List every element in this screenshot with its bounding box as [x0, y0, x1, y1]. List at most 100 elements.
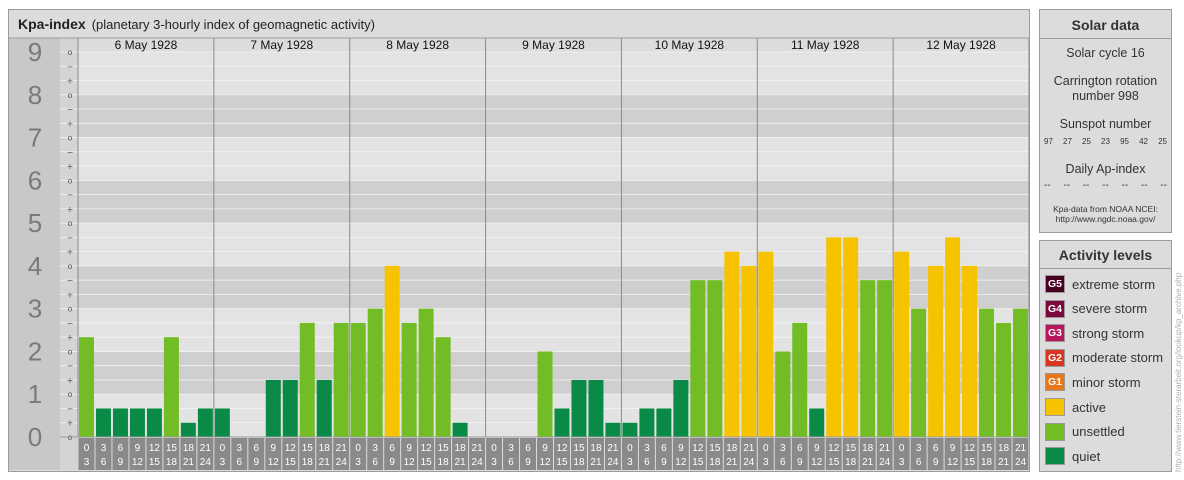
interval-end-label: 24 [1015, 457, 1027, 468]
interval-end-label: 24 [607, 457, 619, 468]
kp-bar [197, 408, 213, 437]
y-tick-label: 9 [28, 37, 42, 67]
kp-bar [979, 308, 995, 437]
kp-bar [945, 237, 961, 437]
kp-bar [962, 265, 978, 437]
legend-swatch: G1 [1045, 373, 1065, 392]
interval-start-label: 21 [336, 443, 348, 454]
credit-text: http://www.tierstein-sterarbeit.org/look… [1174, 272, 1183, 472]
interval-start-label: 0 [355, 443, 361, 454]
y-minor-mark: − [67, 148, 74, 157]
carrington-line1: Carrington rotation [1053, 74, 1158, 88]
interval-end-label: 24 [743, 457, 755, 468]
interval-start-label: 21 [607, 443, 619, 454]
interval-cell [248, 438, 265, 470]
kp-bar [792, 322, 808, 437]
y-tick-label: 1 [28, 379, 42, 409]
interval-start-label: 15 [981, 443, 993, 454]
y-tick-label: 5 [28, 208, 42, 238]
interval-end-label: 24 [200, 457, 212, 468]
interval-end-label: 18 [845, 457, 857, 468]
legend-swatch: G5 [1045, 275, 1065, 293]
kp-bar [843, 237, 859, 437]
legend-swatch: G3 [1045, 324, 1065, 343]
kp-bar [418, 308, 434, 437]
interval-start-label: 15 [166, 443, 178, 454]
legend-item: quiet [1045, 447, 1100, 466]
interval-start-label: 6 [525, 443, 531, 454]
kp-bar [741, 265, 757, 437]
kp-bar [129, 408, 145, 437]
sunspot-value: 23 [1101, 137, 1110, 146]
legend-label: moderate storm [1072, 350, 1164, 366]
kp-bar [452, 422, 468, 437]
y-minor-mark: o [68, 134, 73, 143]
y-minor-mark: o [68, 48, 73, 57]
interval-end-label: 6 [237, 457, 243, 468]
y-minor-mark: + [67, 162, 74, 171]
interval-end-label: 12 [539, 457, 551, 468]
day-label: 8 May 1928 [386, 38, 449, 52]
interval-end-label: 9 [797, 457, 803, 468]
interval-cell [638, 438, 655, 470]
interval-end-label: 3 [763, 457, 769, 468]
y-tick-label: 0 [28, 422, 42, 452]
y-band [9, 265, 1029, 309]
y-minor-mark: − [67, 362, 74, 371]
interval-start-label: 15 [845, 443, 857, 454]
interval-start-label: 6 [118, 443, 124, 454]
interval-cell [350, 438, 367, 470]
interval-start-label: 9 [271, 443, 277, 454]
interval-start-label: 15 [438, 443, 450, 454]
interval-end-label: 15 [828, 457, 840, 468]
interval-end-label: 12 [404, 457, 416, 468]
interval-cell [655, 438, 672, 470]
y-minor-mark: − [67, 105, 74, 114]
interval-cell [604, 438, 621, 470]
interval-cell [265, 438, 282, 470]
interval-cell [197, 438, 214, 470]
day-label: 6 May 1928 [115, 38, 178, 52]
legend-label: severe storm [1072, 301, 1148, 317]
interval-end-label: 21 [862, 457, 874, 468]
interval-start-label: 3 [237, 443, 243, 454]
interval-cell [791, 438, 808, 470]
interval-end-label: 18 [709, 457, 721, 468]
interval-start-label: 15 [709, 443, 721, 454]
sunspot-title: Sunspot number [1059, 117, 1152, 131]
interval-end-label: 15 [692, 457, 704, 468]
interval-end-label: 18 [166, 457, 178, 468]
ap-value: -- [1121, 180, 1129, 191]
ap-value: -- [1044, 180, 1051, 191]
interval-end-label: 9 [254, 457, 260, 468]
kp-bar [265, 379, 281, 437]
interval-end-label: 21 [183, 457, 195, 468]
kp-bar [690, 280, 706, 437]
interval-start-label: 3 [372, 443, 378, 454]
interval-start-label: 6 [389, 443, 395, 454]
kp-bar [350, 322, 366, 437]
y-minor-mark: o [68, 91, 73, 100]
sunspot-value: 42 [1139, 137, 1148, 146]
kp-bar [384, 265, 400, 437]
legend-item: G4 severe storm [1045, 299, 1148, 318]
interval-cell [486, 438, 503, 470]
interval-end-label: 9 [525, 457, 531, 468]
kp-bar [928, 265, 944, 437]
y-minor-mark: + [67, 419, 74, 428]
interval-end-label: 3 [627, 457, 633, 468]
legend-swatch: G2 [1045, 348, 1065, 367]
interval-cell [282, 438, 299, 470]
carrington-line2: number 998 [1072, 89, 1139, 103]
legend-label: unsettled [1072, 424, 1125, 440]
interval-start-label: 3 [644, 443, 650, 454]
y-axis-band [9, 38, 60, 470]
kp-bar [1013, 308, 1028, 437]
interval-cell [961, 438, 978, 470]
kp-bar [112, 408, 128, 437]
interval-end-label: 3 [220, 457, 226, 468]
kp-bar [911, 308, 927, 437]
kp-bar [316, 379, 332, 437]
interval-cell [621, 438, 638, 470]
interval-end-label: 21 [319, 457, 331, 468]
